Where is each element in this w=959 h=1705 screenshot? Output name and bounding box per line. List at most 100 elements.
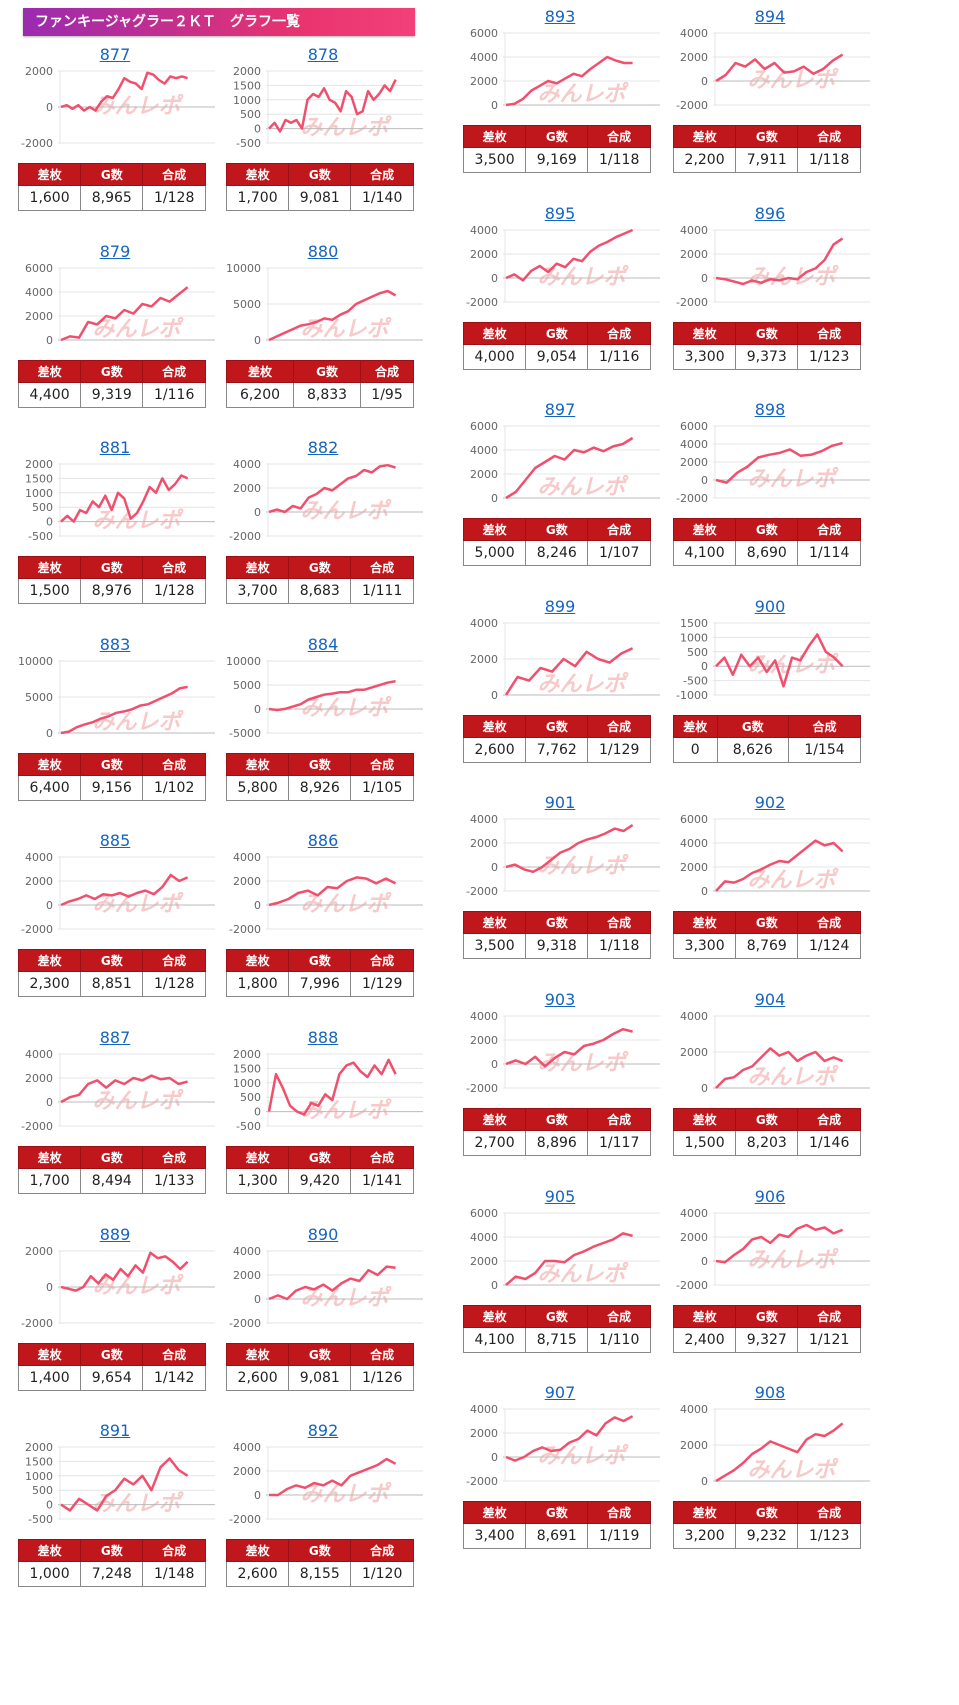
header-diff-coins: 差枚 (225, 1539, 290, 1563)
machine-number-link[interactable]: 888 (307, 1028, 339, 1047)
header-diff-coins: 差枚 (17, 556, 82, 580)
header-game-count: G数 (525, 125, 589, 148)
value-game-count: 9,327 (735, 1326, 799, 1353)
series-line (268, 289, 397, 341)
y-tick-label: 2000 (470, 1427, 498, 1440)
y-tick-label: 2000 (680, 1046, 708, 1059)
machine-number-link[interactable]: 903 (544, 990, 576, 1009)
machine-number-link[interactable]: 895 (544, 203, 576, 223)
machine-number-link[interactable]: 901 (544, 793, 576, 813)
machine-number-link[interactable]: 890 (307, 1224, 339, 1244)
y-tick-label: 2000 (25, 65, 53, 78)
y-tick-label: -5000 (229, 727, 261, 740)
slump-graph: みんレポ 10000 5000 0 (226, 262, 423, 347)
machine-number-link[interactable]: 884 (307, 634, 339, 654)
y-tick-label: 0 (46, 101, 53, 114)
y-tick-label: 5000 (233, 679, 261, 692)
machine-number-link[interactable]: 906 (754, 1186, 786, 1206)
machine-number-link[interactable]: 885 (99, 831, 131, 851)
series-line (505, 55, 633, 107)
header-combined-prob: 合成 (587, 518, 651, 542)
machine-number-link[interactable]: 907 (544, 1383, 576, 1403)
machine-number-link[interactable]: 883 (99, 634, 131, 654)
header-diff-coins: 差枚 (672, 518, 737, 542)
y-tick-label: -2000 (229, 923, 261, 936)
machine-number-link[interactable]: 897 (544, 400, 576, 420)
machine-number-link[interactable]: 893 (544, 7, 576, 26)
value-game-count: 8,155 (288, 1561, 352, 1588)
header-diff-coins: 差枚 (225, 556, 290, 580)
stats-table: 差枚 G数 合成 3,700 8,683 1/111 (225, 556, 414, 605)
value-game-count: 8,769 (735, 933, 799, 960)
machine-number-link[interactable]: 904 (754, 990, 786, 1009)
stats-table: 差枚 G数 合成 2,400 9,327 1/121 (672, 1304, 861, 1353)
value-combined-prob: 1/129 (587, 736, 651, 763)
machine-number-link[interactable]: 896 (754, 203, 786, 223)
header-combined-prob: 合成 (788, 714, 861, 738)
y-tick-label: 2000 (680, 1231, 708, 1244)
header-diff-coins: 差枚 (672, 125, 737, 148)
machine-number-link[interactable]: 892 (307, 1421, 339, 1441)
value-diff-coins: 3,400 (462, 1523, 527, 1550)
value-combined-prob: 1/119 (587, 1523, 651, 1550)
value-diff-coins: 1,000 (17, 1561, 82, 1588)
machine-number-link[interactable]: 882 (307, 438, 339, 458)
machine-number-link[interactable]: 900 (754, 596, 786, 616)
header-combined-prob: 合成 (797, 1108, 861, 1131)
y-tick-label: -2000 (229, 1317, 261, 1330)
machine-number-link[interactable]: 899 (544, 596, 576, 616)
machine-number-link[interactable]: 886 (307, 831, 339, 851)
header-diff-coins: 差枚 (673, 714, 718, 738)
value-game-count: 8,626 (716, 736, 790, 763)
y-tick-label: 0 (701, 1082, 708, 1095)
y-tick-label: -1000 (676, 689, 708, 702)
machine-number-link[interactable]: 877 (99, 45, 131, 64)
machine-number-link[interactable]: 894 (754, 7, 786, 26)
machine-number-link[interactable]: 889 (99, 1224, 131, 1244)
stats-table: 差枚 G数 合成 1,400 9,654 1/142 (17, 1342, 206, 1391)
machine-number-link[interactable]: 891 (99, 1421, 131, 1441)
y-tick-label: 10000 (226, 262, 261, 275)
machine-number-link[interactable]: 880 (307, 241, 339, 261)
header-diff-coins: 差枚 (17, 163, 82, 186)
y-tick-label: 4000 (470, 1403, 498, 1416)
machine-number-link[interactable]: 878 (307, 45, 339, 64)
y-tick-label: 4000 (470, 224, 498, 237)
value-game-count: 9,232 (735, 1523, 799, 1550)
machine-number-link[interactable]: 881 (99, 438, 131, 458)
machine-number-link[interactable]: 879 (99, 241, 131, 261)
machine-number-link[interactable]: 908 (754, 1383, 786, 1403)
header-diff-coins: 差枚 (225, 949, 290, 973)
machine-panel: 901 みんレポ 4000 2000 0 -2000 差枚 G数 合成 3,500 9,318 1/1… (455, 793, 665, 989)
value-diff-coins: 1,400 (17, 1364, 82, 1391)
y-tick-label: 5000 (233, 298, 261, 311)
watermark-logo: みんレポ (537, 1261, 629, 1287)
page-title: ファンキージャグラー２ＫＴ グラフ一覧 (23, 8, 415, 36)
stats-table: 差枚 G数 合成 3,500 9,169 1/118 (462, 125, 651, 173)
header-diff-coins: 差枚 (225, 752, 290, 776)
machine-number-link[interactable]: 898 (754, 400, 786, 420)
header-diff-coins: 差枚 (462, 1501, 527, 1525)
value-game-count: 7,996 (288, 971, 352, 998)
stats-table: 差枚 G数 合成 1,700 9,081 1/140 (225, 163, 414, 211)
value-game-count: 8,690 (735, 540, 799, 567)
header-game-count: G数 (288, 1539, 352, 1563)
y-tick-label: 1500 (233, 1062, 261, 1075)
header-game-count: G数 (735, 1304, 799, 1328)
stats-table: 差枚 G数 合成 6,200 8,833 1/95 (225, 359, 414, 408)
y-tick-label: 0 (46, 899, 53, 912)
value-diff-coins: 3,500 (462, 933, 527, 960)
header-game-count: G数 (80, 1342, 144, 1366)
series-line (715, 1422, 844, 1483)
header-diff-coins: 差枚 (17, 949, 82, 973)
machine-number-link[interactable]: 887 (99, 1028, 131, 1047)
machine-number-link[interactable]: 905 (544, 1186, 576, 1206)
series-line (60, 71, 188, 112)
machine-number-link[interactable]: 902 (754, 793, 786, 813)
machine-panel: 881 みんレポ 2000 1500 1000 500 0 -500 差枚 G数 合成 1,500 8,… (10, 438, 220, 634)
header-combined-prob: 合成 (797, 321, 861, 345)
y-tick-label: 2000 (680, 51, 708, 64)
